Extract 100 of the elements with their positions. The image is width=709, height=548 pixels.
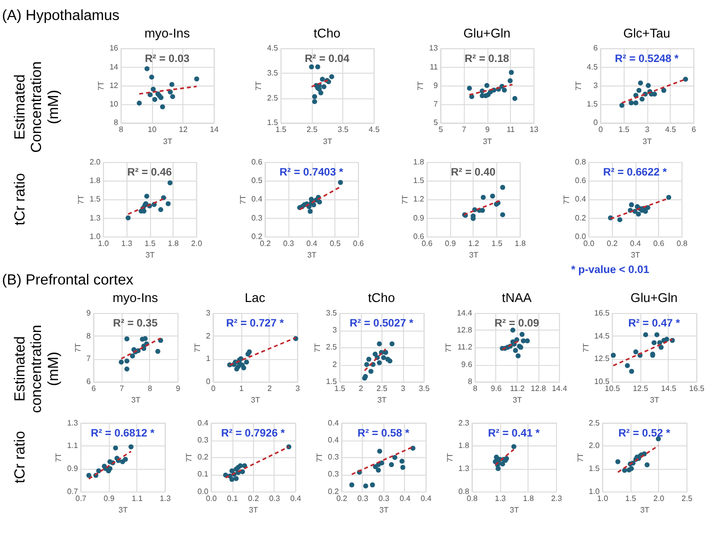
x-tick-label: 11: [506, 125, 515, 134]
x-tick-label: 10: [148, 125, 158, 134]
x-axis-title: 3T: [379, 506, 389, 515]
annotation: R² = 0.52 *: [618, 428, 671, 440]
y-tick-label: 10.5: [594, 377, 610, 386]
x-tick-label: 1.5: [276, 125, 288, 134]
y-tick-label: 1.1: [67, 441, 78, 450]
x-tick-label: 0.4: [306, 238, 318, 248]
annotation: R² = 0.46: [127, 166, 172, 179]
y-axis-title: 7T: [238, 194, 248, 204]
annotation: R² = 0.03: [144, 52, 190, 65]
x-axis-title: 3T: [163, 136, 172, 146]
y-tick-label: 3.5: [326, 308, 338, 318]
chart-title: Glu+Gln: [630, 290, 678, 306]
y-axis-title: 7T: [444, 343, 454, 352]
x-tick-label: 2: [358, 384, 364, 393]
y-axis-title: 7T: [574, 81, 583, 91]
x-tick-label: 12: [178, 125, 188, 134]
y-tick-label: 0.3: [197, 435, 210, 444]
y-tick-label: 1.8: [413, 157, 425, 166]
y-tick-label: 0.4: [251, 194, 263, 204]
y-axis-title: 7T: [73, 343, 82, 352]
y-tick-label: 4.5: [586, 62, 598, 72]
y-tick-label: 2.5: [267, 93, 279, 102]
y-tick-label: 12.8: [456, 326, 473, 335]
y-tick-label: 14: [109, 62, 119, 72]
y-tick-label: 2: [332, 360, 337, 369]
y-tick-label: 0.9: [67, 464, 78, 474]
x-axis-title: 3T: [131, 396, 141, 405]
y-tick-label: 0: [206, 377, 211, 386]
y-tick-label: 0.6: [575, 176, 587, 186]
y-tick-label: 0.0: [197, 486, 210, 496]
annotation: R² = 0.7926 *: [221, 428, 286, 440]
x-axis-title: 3T: [510, 506, 520, 515]
annotation: R² = 0.5248 *: [614, 52, 680, 65]
x-tick-label: 4.5: [368, 125, 380, 134]
x-tick-label: 1.1: [132, 494, 143, 503]
y-tick-label: 0.7: [67, 486, 78, 496]
y-tick-label: 0.3: [328, 452, 340, 462]
y-tick-label: 16: [109, 44, 119, 53]
y-tick-label: 14.5: [594, 331, 610, 340]
y-tick-label: 1.3: [458, 464, 470, 474]
x-axis-title: 3T: [482, 136, 492, 146]
y-tick-label: 11: [430, 62, 438, 72]
x-tick-label: 0.4: [630, 238, 642, 248]
y-tick-label: 0.5: [251, 176, 263, 186]
y-tick-label: 14.4: [456, 308, 473, 318]
x-axis-title: 3T: [640, 506, 650, 515]
x-axis-title: 3T: [650, 396, 660, 405]
annotation: R² = 0.35: [113, 318, 158, 330]
x-tick-label: 1.8: [514, 238, 526, 248]
x-tick-label: 6: [692, 125, 697, 134]
y-tick-label: 0.0: [575, 232, 587, 241]
x-tick-label: 4.5: [665, 125, 677, 134]
annotation: R² = 0.18: [464, 52, 510, 65]
y-tick-label: 8: [468, 377, 473, 386]
y-tick-label: 1.3: [90, 213, 102, 222]
x-tick-label: 1.8: [168, 238, 180, 248]
y-tick-label: 0.2: [197, 452, 208, 462]
y-tick-label: 6: [593, 44, 598, 53]
y-tick-label: 7: [433, 100, 438, 109]
x-tick-label: 1.3: [121, 238, 133, 248]
y-axis-title: 7T: [416, 81, 426, 91]
x-tick-label: 0.1: [226, 494, 238, 503]
y-tick-label: 0.8: [575, 157, 587, 166]
text: tCr ratio: [12, 431, 29, 484]
x-tick-label: 16.5: [689, 384, 705, 393]
x-axis-title: 3T: [469, 250, 478, 260]
x-tick-label: 9: [485, 125, 490, 134]
y-tick-label: 0.2: [328, 486, 339, 496]
y-axis-title: 7T: [581, 343, 590, 352]
x-tick-label: 0.6: [352, 238, 365, 248]
x-tick-label: 3: [400, 384, 406, 393]
chart-title: tCho: [314, 25, 340, 40]
y-tick-label: 0.6: [413, 232, 425, 241]
y-tick-label: 0.2: [575, 213, 586, 222]
y-tick-label: 3: [593, 80, 598, 90]
x-tick-label: 1.5: [625, 494, 637, 503]
y-axis-title: 7T: [193, 343, 202, 352]
annotation: R² = 0.5027 *: [350, 318, 414, 330]
x-tick-label: 0.4: [400, 494, 412, 503]
y-tick-label: 2.0: [588, 441, 600, 450]
y-tick-label: 0.2: [251, 232, 262, 241]
x-tick-label: 1.8: [522, 494, 534, 503]
y-tick-label: 1.3: [67, 418, 79, 428]
x-tick-label: 1.0: [98, 238, 110, 248]
y-tick-label: 3: [332, 326, 338, 335]
x-tick-label: 0.2: [260, 238, 271, 248]
x-tick-label: 11.2: [510, 384, 525, 393]
x-tick-label: 9: [176, 384, 180, 393]
x-tick-label: 12.8: [530, 384, 547, 393]
x-tick-label: 0.3: [378, 494, 390, 503]
annotation: R² = 0.6622 *: [603, 166, 668, 179]
chart-title: Lac: [244, 290, 266, 306]
text: Estimated Concentration (mM): [12, 61, 62, 153]
y-axis-title: 7T: [76, 194, 86, 204]
y-tick-label: 1.0: [588, 486, 600, 496]
y-tick-label: 1.8: [90, 176, 102, 186]
x-tick-label: 2.5: [681, 494, 694, 503]
x-tick-label: 1.2: [468, 238, 480, 248]
